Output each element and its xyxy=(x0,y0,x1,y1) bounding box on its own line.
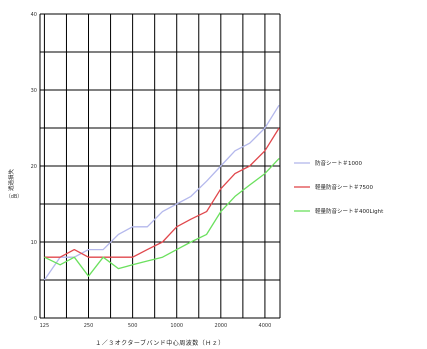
x-tick-label: 4000 xyxy=(259,323,272,329)
y-tick-labels: 0 10 20 30 40 xyxy=(31,12,37,322)
series-line-3 xyxy=(44,157,280,277)
series-line-1 xyxy=(43,104,280,281)
x-tick-label: 125 xyxy=(40,323,50,329)
series-lines xyxy=(43,104,280,281)
y-tick-label: 20 xyxy=(31,164,37,170)
x-axis-label: １／３オクターブバンド中心周波数（Ｈｚ） xyxy=(95,339,225,347)
x-tick-labels: 125 250 500 1000 2000 4000 xyxy=(40,323,272,329)
grid xyxy=(39,13,281,319)
x-tick-label: 2000 xyxy=(214,323,227,329)
legend-label-2: 軽量防音シート＃7500 xyxy=(315,183,373,191)
y-tick-label: 30 xyxy=(31,88,37,94)
x-tick-label: 500 xyxy=(128,323,138,329)
legend-label-1: 防音シート＃1000 xyxy=(315,159,362,167)
series-line-2 xyxy=(44,127,280,258)
y-axis-unit-label: （dB） xyxy=(6,194,23,200)
x-tick-label: 250 xyxy=(84,323,94,329)
y-tick-label: 10 xyxy=(31,240,37,246)
y-axis-label: 透過損失 xyxy=(7,169,15,192)
x-tick-label: 1000 xyxy=(170,323,183,329)
legend: 防音シート＃1000 軽量防音シート＃7500 軽量防音シート＃400Light xyxy=(294,159,384,215)
legend-label-3: 軽量防音シート＃400Light xyxy=(315,207,384,215)
y-tick-label: 0 xyxy=(34,316,37,322)
y-tick-label: 40 xyxy=(31,12,37,18)
